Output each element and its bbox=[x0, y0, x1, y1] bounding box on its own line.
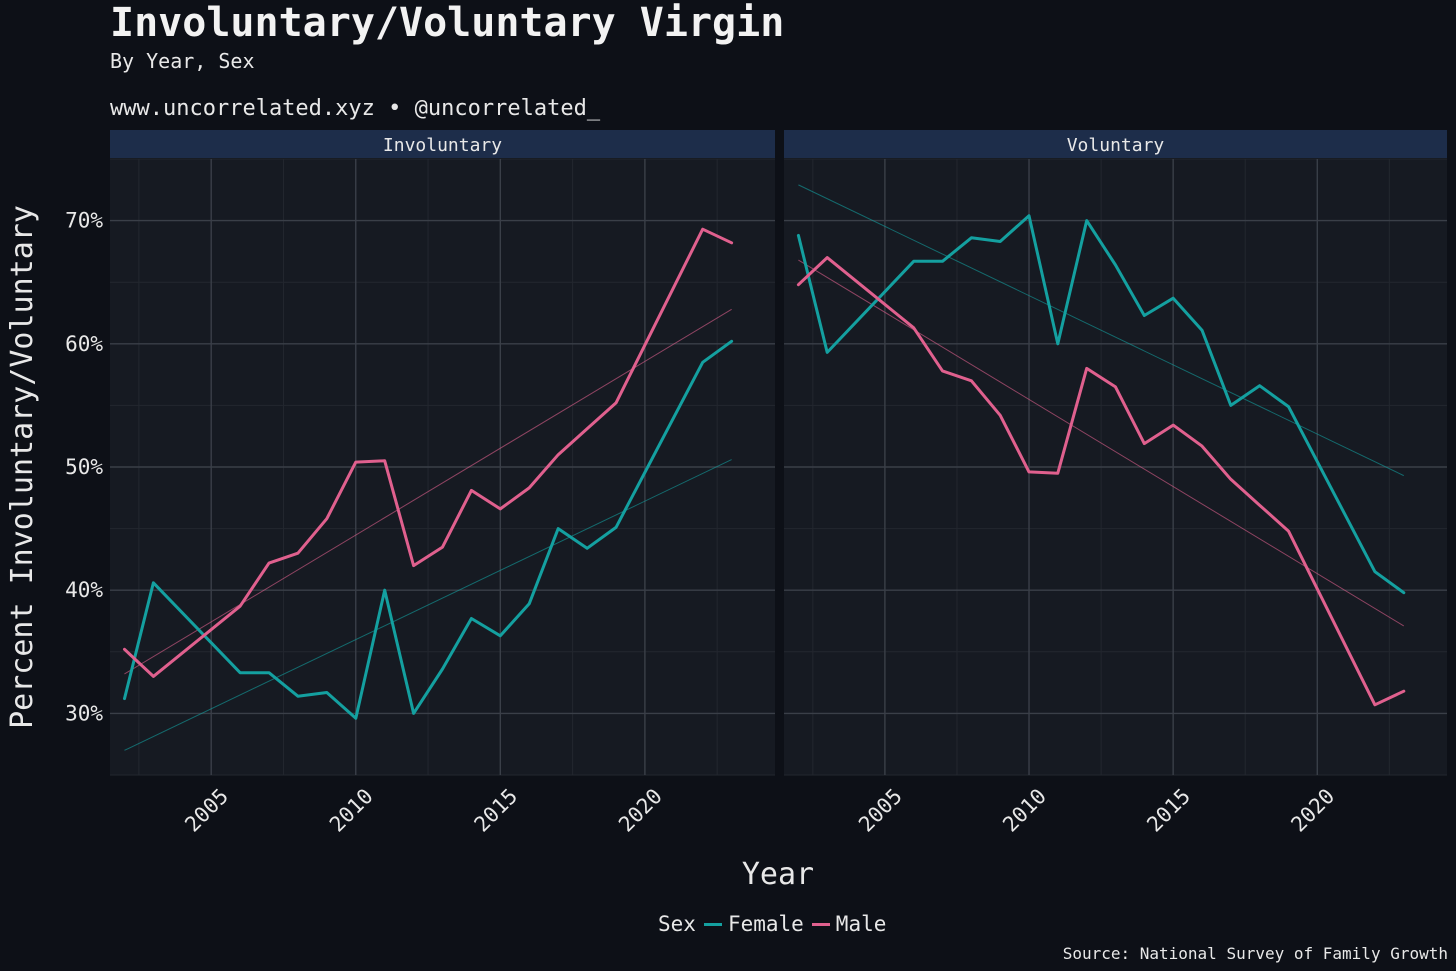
legend-label-female: Female bbox=[727, 912, 804, 936]
legend-key-male bbox=[811, 922, 830, 926]
legend-key-female bbox=[703, 922, 722, 926]
trend-line-male-voluntary bbox=[798, 259, 1405, 627]
y-axis-title: Percent Involuntary/Voluntary bbox=[5, 205, 40, 729]
source-caption: Source: National Survey of Family Growth bbox=[1062, 944, 1448, 963]
series-line-male-involuntary bbox=[123, 227, 734, 678]
x-tick-label-involuntary: 2020 bbox=[614, 784, 667, 837]
series-line-female-involuntary bbox=[123, 339, 734, 720]
legend-label-male: Male bbox=[835, 912, 887, 936]
y-tick-label: 40% bbox=[65, 578, 103, 602]
y-tick-label: 30% bbox=[65, 701, 103, 725]
site-credit: www.uncorrelated.xyz • @uncorrelated_ bbox=[110, 96, 601, 121]
y-tick-label: 50% bbox=[65, 455, 103, 479]
trend-line-female-voluntary bbox=[798, 184, 1404, 477]
trend-line-female-involuntary bbox=[124, 459, 732, 751]
panel-voluntary: Voluntary 2005 2010 2015 2020 bbox=[784, 130, 1447, 837]
legend: Sex Female Male bbox=[658, 911, 886, 937]
x-tick-label-involuntary: 2015 bbox=[470, 784, 523, 837]
chart-subtitle: By Year, Sex bbox=[110, 49, 255, 73]
panel-involuntary: Involuntary 2005 2010 2015 2020 bbox=[110, 130, 775, 837]
series-line-female-voluntary bbox=[796, 214, 1406, 595]
strip-voluntary bbox=[784, 130, 1447, 158]
legend-item-male: Male bbox=[811, 912, 887, 936]
strip-involuntary bbox=[110, 130, 775, 158]
strip-label-involuntary: Involuntary bbox=[383, 135, 502, 156]
x-tick-label-voluntary: 2015 bbox=[1142, 784, 1195, 837]
y-tick-label: 70% bbox=[65, 209, 103, 233]
x-tick-label-voluntary: 2010 bbox=[998, 784, 1051, 837]
x-tick-label-voluntary: 2020 bbox=[1286, 784, 1339, 837]
chart-title: Involuntary/Voluntary Virgin bbox=[110, 0, 785, 46]
x-axis-title: Year bbox=[742, 857, 814, 892]
x-tick-label-involuntary: 2005 bbox=[180, 784, 233, 837]
legend-title: Sex bbox=[658, 912, 696, 936]
x-tick-label-voluntary: 2005 bbox=[854, 784, 907, 837]
trend-line-male-involuntary bbox=[124, 308, 732, 675]
legend-item-female: Female bbox=[703, 912, 804, 936]
y-tick-label: 60% bbox=[65, 332, 103, 356]
series-line-male-voluntary bbox=[796, 256, 1406, 707]
strip-label-voluntary: Voluntary bbox=[1067, 135, 1165, 156]
x-tick-label-involuntary: 2010 bbox=[325, 784, 378, 837]
